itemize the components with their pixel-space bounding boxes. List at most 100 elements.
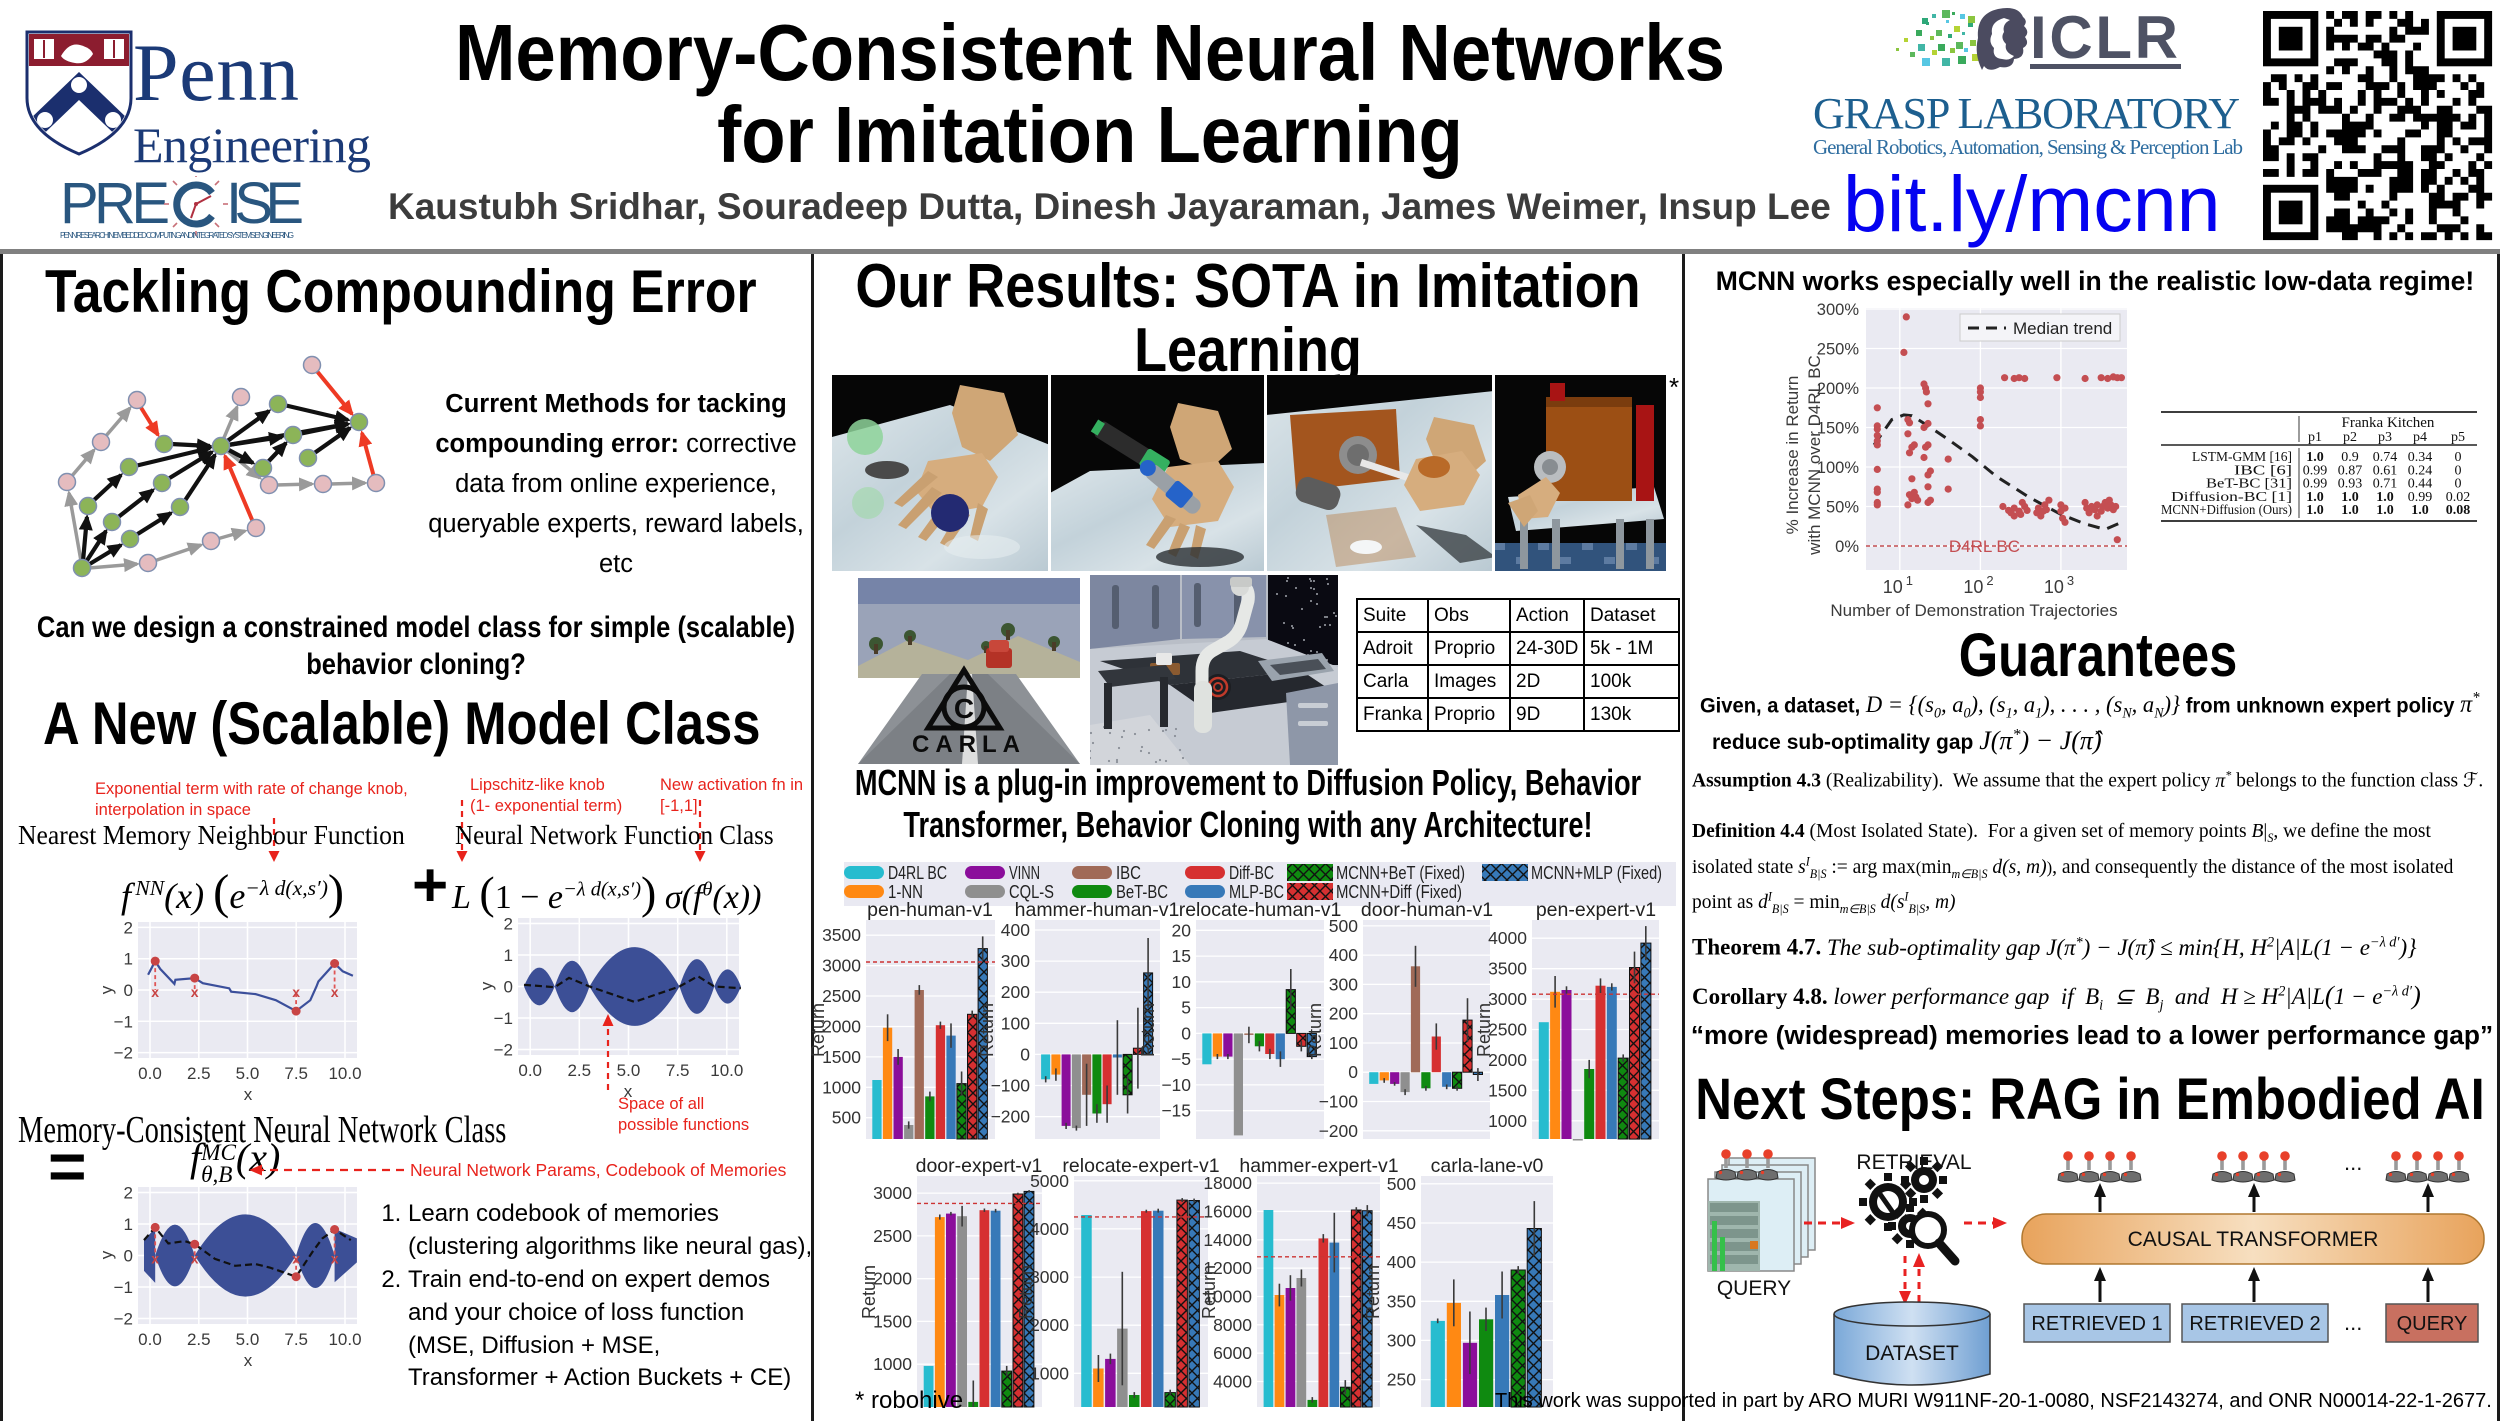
svg-text:5.0: 5.0 — [236, 1330, 260, 1349]
svg-text:p5: p5 — [2451, 430, 2465, 445]
svg-text:ISE: ISE — [226, 176, 304, 236]
svg-text:50%: 50% — [1826, 499, 1859, 517]
svg-text:100%: 100% — [1817, 459, 1860, 477]
svg-text:3000: 3000 — [1030, 1267, 1069, 1287]
svg-text:Return: Return — [859, 1265, 879, 1319]
svg-text:DATASET: DATASET — [1865, 1342, 1959, 1365]
svg-text:2500: 2500 — [1488, 1020, 1527, 1040]
svg-text:1.0: 1.0 — [2306, 503, 2324, 518]
svg-text:1500: 1500 — [1488, 1080, 1527, 1100]
svg-text:Diffusion-BC [1]: Diffusion-BC [1] — [2171, 490, 2292, 505]
svg-text:2.5: 2.5 — [187, 1330, 211, 1349]
svg-text:−200: −200 — [991, 1107, 1031, 1127]
svg-text:MCNN+Diffusion (Ours): MCNN+Diffusion (Ours) — [2161, 503, 2292, 518]
svg-text:−2: −2 — [114, 1310, 133, 1329]
svg-text:−2: −2 — [494, 1041, 513, 1060]
svg-text:Return: Return — [808, 1003, 828, 1057]
svg-text:BeT-BC [31]: BeT-BC [31] — [2206, 477, 2292, 492]
svg-text:300: 300 — [1329, 974, 1358, 994]
svg-text:200: 200 — [1329, 1004, 1358, 1024]
svg-text:RETRIEVED 1: RETRIEVED 1 — [2031, 1313, 2162, 1335]
svg-text:10000: 10000 — [1203, 1287, 1252, 1307]
svg-text:0.9: 0.9 — [2341, 450, 2359, 465]
svg-text:p2: p2 — [2343, 430, 2357, 445]
svg-text:400: 400 — [1387, 1252, 1416, 1272]
svg-text:0: 0 — [1020, 1044, 1030, 1064]
svg-text:500: 500 — [1387, 1174, 1416, 1194]
svg-text:1000: 1000 — [873, 1354, 912, 1374]
svg-text:Diff-BC: Diff-BC — [1229, 863, 1274, 883]
svg-text:Return: Return — [1363, 1265, 1383, 1319]
svg-text:2: 2 — [1986, 573, 1993, 588]
svg-text:0.93: 0.93 — [2338, 477, 2363, 492]
svg-text:300%: 300% — [1817, 301, 1860, 319]
svg-text:0.0: 0.0 — [138, 1064, 162, 1083]
svg-text:4000: 4000 — [1488, 928, 1527, 948]
svg-text:350: 350 — [1387, 1291, 1416, 1311]
svg-text:Return: Return — [1199, 1265, 1219, 1319]
svg-text:300: 300 — [1001, 951, 1030, 971]
svg-text:4000: 4000 — [1030, 1219, 1069, 1239]
svg-text:3000: 3000 — [1488, 989, 1527, 1009]
svg-text:0.71: 0.71 — [2373, 477, 2398, 492]
svg-text:0.24: 0.24 — [2408, 463, 2433, 478]
svg-text:pen-expert-v1: pen-expert-v1 — [1536, 899, 1656, 921]
svg-text:0.0: 0.0 — [138, 1330, 162, 1349]
svg-text:0: 0 — [124, 981, 133, 1000]
svg-text:0: 0 — [1181, 1023, 1191, 1043]
svg-text:PENN RESEARCH IN EMBEDDED COMP: PENN RESEARCH IN EMBEDDED COMPUTING AND … — [60, 231, 294, 240]
svg-text:1: 1 — [504, 946, 513, 965]
svg-text:2500: 2500 — [822, 986, 861, 1006]
svg-text:carla-lane-v0: carla-lane-v0 — [1431, 1155, 1544, 1177]
svg-text:3: 3 — [2067, 573, 2074, 588]
svg-text:RETRIEVAL: RETRIEVAL — [1856, 1151, 1971, 1174]
svg-text:Return: Return — [1016, 1265, 1036, 1319]
svg-text:500: 500 — [1329, 916, 1358, 936]
svg-text:Return: Return — [977, 1003, 997, 1057]
svg-text:0.34: 0.34 — [2408, 450, 2433, 465]
svg-text:hammer-expert-v1: hammer-expert-v1 — [1239, 1155, 1398, 1177]
svg-text:1.0: 1.0 — [2306, 490, 2324, 505]
svg-text:Penn: Penn — [133, 28, 299, 118]
svg-text:CQL-S: CQL-S — [1009, 882, 1054, 902]
svg-text:5.0: 5.0 — [236, 1064, 260, 1083]
svg-text:x: x — [292, 1251, 300, 1267]
svg-text:IBC: IBC — [1116, 863, 1141, 883]
svg-text:2.5: 2.5 — [567, 1061, 591, 1080]
svg-text:3500: 3500 — [822, 925, 861, 945]
svg-text:y: y — [98, 1250, 116, 1259]
svg-text:2: 2 — [124, 1184, 133, 1203]
svg-text:with MCNN over D4RL BC: with MCNN over D4RL BC — [1805, 355, 1824, 556]
svg-text:12000: 12000 — [1203, 1258, 1252, 1278]
svg-text:200%: 200% — [1817, 380, 1860, 398]
svg-text:400: 400 — [1001, 920, 1030, 940]
svg-text:C: C — [954, 693, 974, 724]
svg-text:18000: 18000 — [1203, 1173, 1252, 1193]
svg-text:y: y — [478, 981, 496, 990]
svg-text:General Robotics, Automation,: General Robotics, Automation, Sensing & … — [1813, 135, 2243, 159]
svg-text:2: 2 — [504, 915, 513, 934]
svg-text:1500: 1500 — [822, 1047, 861, 1067]
svg-text:250%: 250% — [1817, 341, 1860, 359]
svg-text:x: x — [191, 1251, 199, 1267]
svg-text:CARLA: CARLA — [912, 731, 1026, 758]
svg-text:3500: 3500 — [1488, 959, 1527, 979]
svg-text:0.87: 0.87 — [2338, 463, 2363, 478]
svg-text:QUERY: QUERY — [2397, 1313, 2468, 1335]
svg-text:3000: 3000 — [822, 956, 861, 976]
svg-text:10.0: 10.0 — [710, 1061, 743, 1080]
svg-text:200: 200 — [1001, 982, 1030, 1002]
svg-text:500: 500 — [832, 1108, 861, 1128]
svg-text:PRE: PRE — [60, 176, 170, 236]
svg-text:1: 1 — [1906, 573, 1913, 588]
svg-text:Number of Demonstration Trajec: Number of Demonstration Trajectories — [1830, 601, 2117, 620]
svg-text:7.5: 7.5 — [284, 1064, 308, 1083]
svg-text:BeT-BC: BeT-BC — [1116, 882, 1168, 902]
svg-text:−200: −200 — [1319, 1121, 1359, 1141]
svg-text:x: x — [331, 1251, 339, 1267]
svg-text:2500: 2500 — [873, 1226, 912, 1246]
svg-text:14000: 14000 — [1203, 1230, 1252, 1250]
svg-text:CAUSAL TRANSFORMER: CAUSAL TRANSFORMER — [2128, 1228, 2379, 1251]
svg-text:1500: 1500 — [873, 1311, 912, 1331]
svg-text:MLP-BC: MLP-BC — [1229, 882, 1284, 902]
